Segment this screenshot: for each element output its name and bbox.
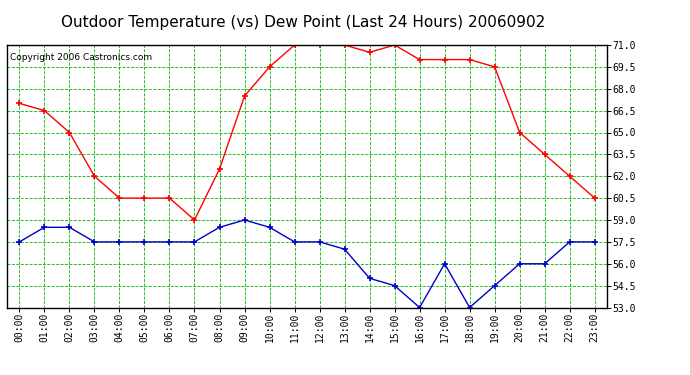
Text: Copyright 2006 Castronics.com: Copyright 2006 Castronics.com [10, 53, 152, 62]
Text: Outdoor Temperature (vs) Dew Point (Last 24 Hours) 20060902: Outdoor Temperature (vs) Dew Point (Last… [61, 15, 546, 30]
